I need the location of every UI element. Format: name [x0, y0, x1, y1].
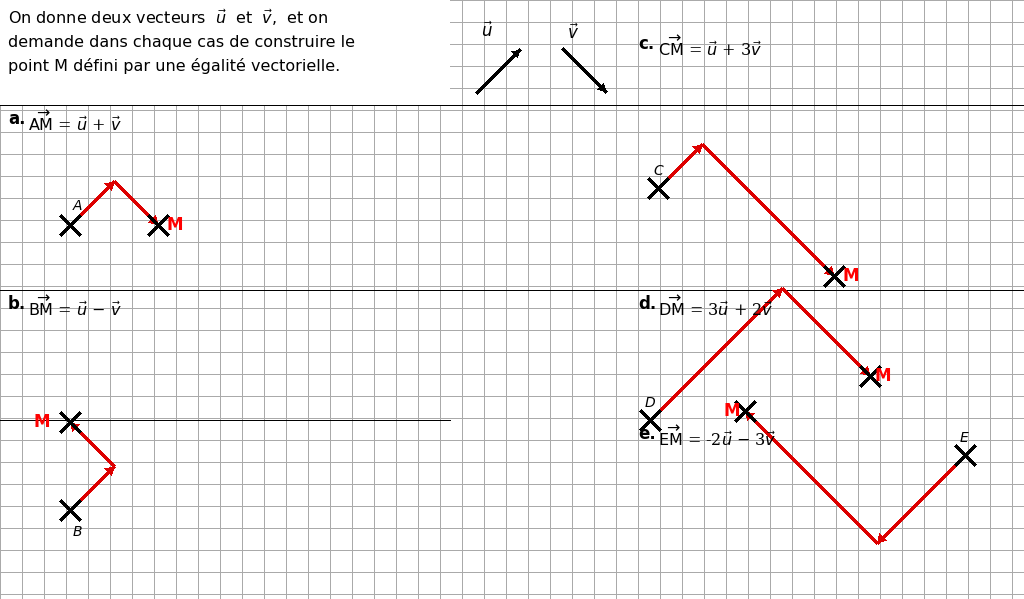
- Text: M: M: [166, 216, 182, 234]
- Text: M: M: [34, 413, 50, 431]
- Text: $\vec{v}$: $\vec{v}$: [567, 23, 579, 43]
- Text: On donne deux vecteurs  $\vec{u}$  et  $\vec{v}$,  et on
demande dans chaque cas: On donne deux vecteurs $\vec{u}$ et $\ve…: [8, 8, 355, 74]
- Text: A: A: [73, 199, 83, 213]
- Text: $\overrightarrow{\rm AM}$ = $\vec{u}$ + $\vec{v}$: $\overrightarrow{\rm AM}$ = $\vec{u}$ + …: [28, 110, 122, 135]
- Text: e.: e.: [638, 425, 655, 443]
- Text: C: C: [653, 164, 663, 178]
- Text: E: E: [961, 431, 969, 445]
- Text: D: D: [645, 396, 655, 410]
- Text: B: B: [73, 525, 83, 539]
- Text: M: M: [724, 402, 740, 420]
- Text: $\overrightarrow{\rm CM}$ = $\vec{u}$ + 3$\vec{v}$: $\overrightarrow{\rm CM}$ = $\vec{u}$ + …: [658, 35, 762, 60]
- Text: a.: a.: [8, 110, 26, 128]
- Text: $\overrightarrow{\rm DM}$ = 3$\vec{u}$ + 2$\vec{v}$: $\overrightarrow{\rm DM}$ = 3$\vec{u}$ +…: [658, 295, 773, 320]
- Text: d.: d.: [638, 295, 656, 313]
- Text: $\overrightarrow{\rm BM}$ = $\vec{u}$ $-$ $\vec{v}$: $\overrightarrow{\rm BM}$ = $\vec{u}$ $-…: [28, 295, 122, 320]
- Text: $\vec{u}$: $\vec{u}$: [481, 22, 493, 41]
- Text: b.: b.: [8, 295, 27, 313]
- Text: $\overrightarrow{\rm EM}$ = -2$\vec{u}$ $-$ 3$\vec{v}$: $\overrightarrow{\rm EM}$ = -2$\vec{u}$ …: [658, 425, 776, 450]
- Text: c.: c.: [638, 35, 654, 53]
- Text: M: M: [842, 267, 858, 285]
- Text: M: M: [874, 367, 892, 385]
